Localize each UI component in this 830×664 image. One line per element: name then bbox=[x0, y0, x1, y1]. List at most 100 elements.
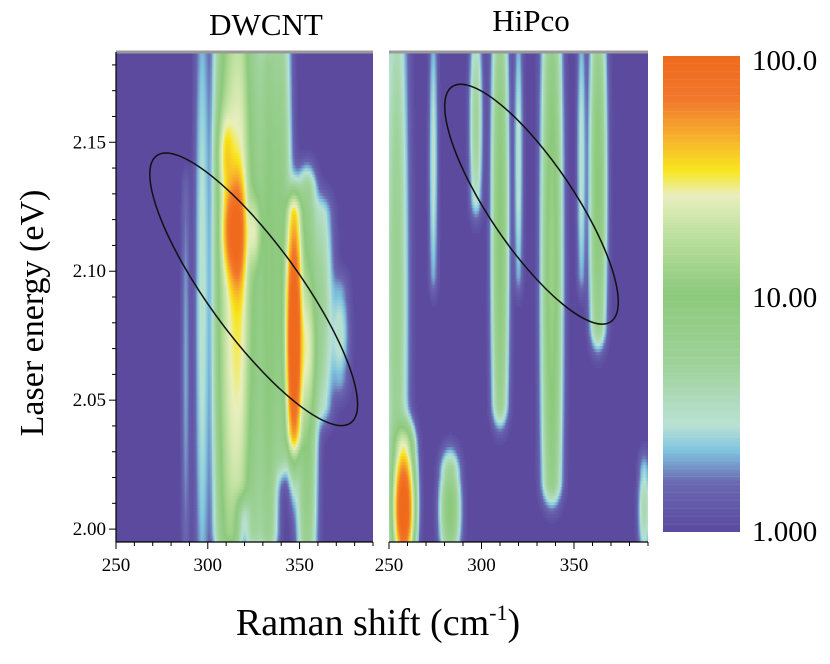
heatmap-cell bbox=[206, 91, 209, 96]
heatmap-cell bbox=[256, 119, 259, 124]
heatmap-cell bbox=[285, 107, 288, 111]
heatmap-cell bbox=[251, 58, 254, 62]
heatmap-cell bbox=[293, 94, 296, 99]
heatmap-cell bbox=[266, 101, 269, 105]
heatmap-cell bbox=[253, 150, 256, 154]
heatmap-cell bbox=[262, 137, 265, 142]
heatmap-cell bbox=[258, 104, 260, 108]
heatmap-cell bbox=[244, 107, 247, 111]
heatmap-cell bbox=[258, 88, 260, 93]
heatmap-cell bbox=[291, 79, 294, 84]
heatmap-cell bbox=[221, 116, 224, 120]
heatmap-cell bbox=[220, 67, 223, 71]
heatmap-cell bbox=[251, 162, 254, 166]
heatmap-cell bbox=[230, 94, 233, 99]
heatmap-cell bbox=[281, 134, 283, 139]
heatmap-cell bbox=[240, 67, 243, 71]
heatmap-cell bbox=[245, 107, 248, 111]
heatmap-cell bbox=[270, 64, 273, 68]
heatmap-cell bbox=[247, 64, 250, 68]
heatmap-cell bbox=[259, 94, 262, 99]
heatmap-cell bbox=[272, 76, 275, 81]
heatmap-cell bbox=[222, 128, 225, 133]
heatmap-cell bbox=[274, 94, 277, 99]
heatmap-cell bbox=[285, 52, 288, 56]
heatmap-cell bbox=[228, 88, 231, 93]
heatmap-cell bbox=[295, 91, 298, 96]
heatmap-cell bbox=[279, 131, 282, 136]
heatmap-cell bbox=[244, 162, 247, 166]
heatmap-cell bbox=[232, 52, 235, 56]
heatmap-cell bbox=[276, 64, 279, 68]
heatmap-cell bbox=[267, 70, 270, 75]
heatmap-cell bbox=[279, 73, 282, 78]
heatmap-cell bbox=[312, 156, 315, 160]
heatmap-cell bbox=[226, 91, 229, 96]
heatmap-cell bbox=[247, 150, 250, 154]
heatmap-cell bbox=[247, 61, 250, 65]
heatmap-cell bbox=[259, 52, 262, 56]
heatmap-cell bbox=[198, 64, 201, 68]
heatmap-cell bbox=[293, 88, 296, 93]
heatmap-cell bbox=[220, 88, 223, 93]
heatmap-cell bbox=[309, 159, 312, 163]
heatmap-cell bbox=[266, 140, 269, 145]
heatmap-cell bbox=[226, 85, 229, 90]
heatmap-cell bbox=[212, 134, 214, 139]
heatmap-cell bbox=[249, 101, 252, 105]
heatmap-cell bbox=[293, 91, 296, 96]
heatmap-cell bbox=[210, 156, 213, 160]
heatmap-cell bbox=[220, 52, 223, 56]
heatmap-cell bbox=[258, 125, 260, 130]
heatmap-cell bbox=[236, 55, 239, 59]
heatmap-cell bbox=[291, 143, 294, 148]
heatmap-cell bbox=[197, 52, 200, 56]
heatmap-cell bbox=[271, 73, 274, 78]
heatmap-cell bbox=[205, 104, 208, 108]
heatmap-cell bbox=[213, 61, 216, 65]
heatmap-cell bbox=[262, 70, 265, 75]
heatmap-cell bbox=[247, 55, 250, 59]
heatmap-cell bbox=[228, 131, 231, 136]
heatmap-cell bbox=[235, 165, 237, 169]
heatmap-cell bbox=[272, 64, 275, 68]
heatmap-cell bbox=[232, 91, 235, 96]
heatmap-cell bbox=[220, 64, 223, 68]
heatmap-cell bbox=[262, 122, 265, 127]
heatmap-cell bbox=[253, 137, 256, 142]
heatmap-cell bbox=[264, 140, 267, 145]
heatmap-cell bbox=[235, 61, 237, 65]
heatmap-cell bbox=[253, 61, 256, 65]
heatmap-cell bbox=[191, 94, 194, 99]
heatmap-cell bbox=[260, 101, 263, 105]
heatmap-cell bbox=[230, 146, 233, 151]
heatmap-cell bbox=[241, 125, 244, 130]
heatmap-cell bbox=[226, 159, 229, 163]
heatmap-cell bbox=[218, 134, 221, 139]
heatmap-cell bbox=[289, 137, 292, 142]
heatmap-cell bbox=[226, 55, 229, 59]
heatmap-cell bbox=[197, 85, 200, 90]
heatmap-cell bbox=[212, 67, 214, 71]
heatmap-cell bbox=[282, 101, 285, 105]
heatmap-cell bbox=[220, 143, 223, 148]
heatmap-cell bbox=[232, 131, 235, 136]
heatmap-cell bbox=[194, 58, 197, 62]
heatmap-cell bbox=[290, 140, 293, 145]
heatmap-cell bbox=[244, 55, 247, 59]
heatmap-cell bbox=[210, 140, 213, 145]
heatmap-cell bbox=[287, 94, 290, 99]
heatmap-cell bbox=[301, 159, 304, 163]
heatmap-cell bbox=[268, 79, 271, 84]
heatmap-cell bbox=[278, 137, 281, 142]
heatmap-cell bbox=[248, 159, 251, 163]
heatmap-cell bbox=[226, 58, 229, 62]
heatmap-cell bbox=[206, 79, 209, 84]
heatmap-cell bbox=[279, 70, 282, 75]
heatmap-cell bbox=[286, 165, 289, 169]
heatmap-cell bbox=[271, 122, 274, 127]
heatmap-cell bbox=[195, 82, 198, 87]
heatmap-cell bbox=[216, 125, 219, 130]
heatmap-cell bbox=[224, 110, 227, 114]
heatmap-cell bbox=[243, 134, 246, 139]
